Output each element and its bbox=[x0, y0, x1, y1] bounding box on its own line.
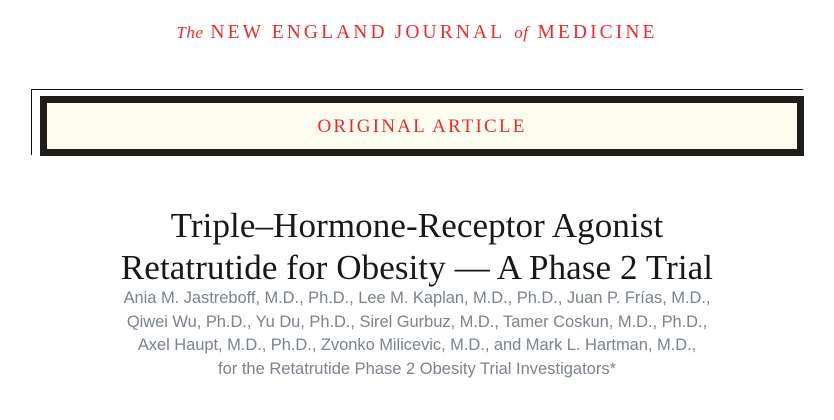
article-type-banner-frame: ORIGINAL ARTICLE bbox=[31, 89, 804, 156]
masthead-journal: JOURNAL bbox=[394, 22, 506, 43]
masthead-the: The bbox=[176, 23, 204, 42]
author-line-2: Qiwei Wu, Ph.D., Yu Du, Ph.D., Sirel Gur… bbox=[126, 312, 708, 331]
masthead-medicine: MEDICINE bbox=[537, 22, 658, 43]
author-line-1: Ania M. Jastreboff, M.D., Ph.D., Lee M. … bbox=[123, 289, 711, 307]
author-group-line: for the Retatrutide Phase 2 Obesity Tria… bbox=[217, 359, 617, 378]
author-line-3: Axel Haupt, M.D., Ph.D., Zvonko Milicevi… bbox=[137, 336, 697, 354]
article-type-banner: ORIGINAL ARTICLE bbox=[40, 96, 804, 156]
article-type-label: ORIGINAL ARTICLE bbox=[317, 115, 527, 137]
page-title: Triple–Hormone-Receptor Agonist Retatrut… bbox=[0, 205, 834, 289]
title-line-2: Retatrutide for Obesity — A Phase 2 Tria… bbox=[120, 248, 714, 288]
masthead-of: of bbox=[514, 23, 529, 42]
title-line-1: Triple–Hormone-Receptor Agonist bbox=[170, 206, 664, 246]
author-list: Ania M. Jastreboff, M.D., Ph.D., Lee M. … bbox=[0, 287, 834, 381]
masthead-new-england: NEW ENGLAND bbox=[210, 22, 388, 43]
journal-masthead: The NEW ENGLAND JOURNAL of MEDICINE bbox=[0, 20, 834, 45]
